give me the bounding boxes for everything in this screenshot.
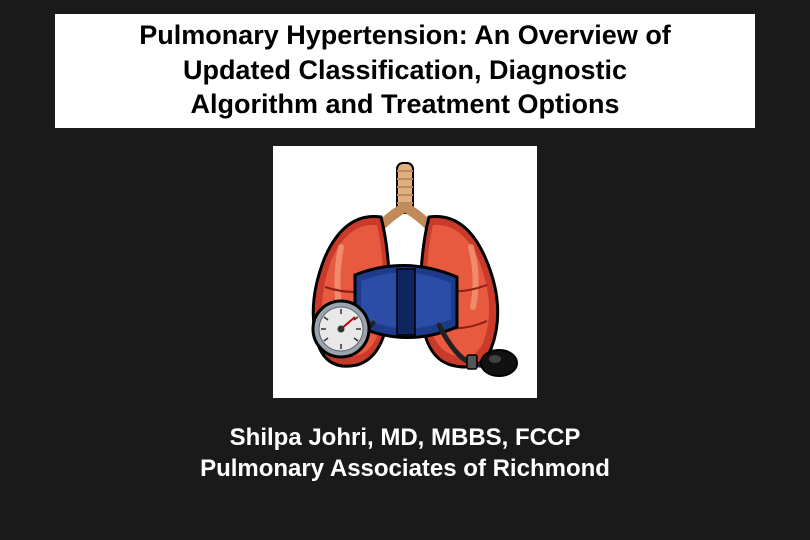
author-line-1: Shilpa Johri, MD, MBBS, FCCP <box>55 422 755 453</box>
author-block: Shilpa Johri, MD, MBBS, FCCP Pulmonary A… <box>55 422 755 484</box>
lungs-bp-cuff-illustration <box>285 157 525 387</box>
title-line-2: Updated Classification, Diagnostic <box>75 53 735 88</box>
illustration-frame <box>273 146 537 398</box>
slide-title: Pulmonary Hypertension: An Overview of U… <box>55 14 755 128</box>
author-line-2: Pulmonary Associates of Richmond <box>55 453 755 484</box>
title-line-3: Algorithm and Treatment Options <box>75 87 735 122</box>
title-line-1: Pulmonary Hypertension: An Overview of <box>75 18 735 53</box>
